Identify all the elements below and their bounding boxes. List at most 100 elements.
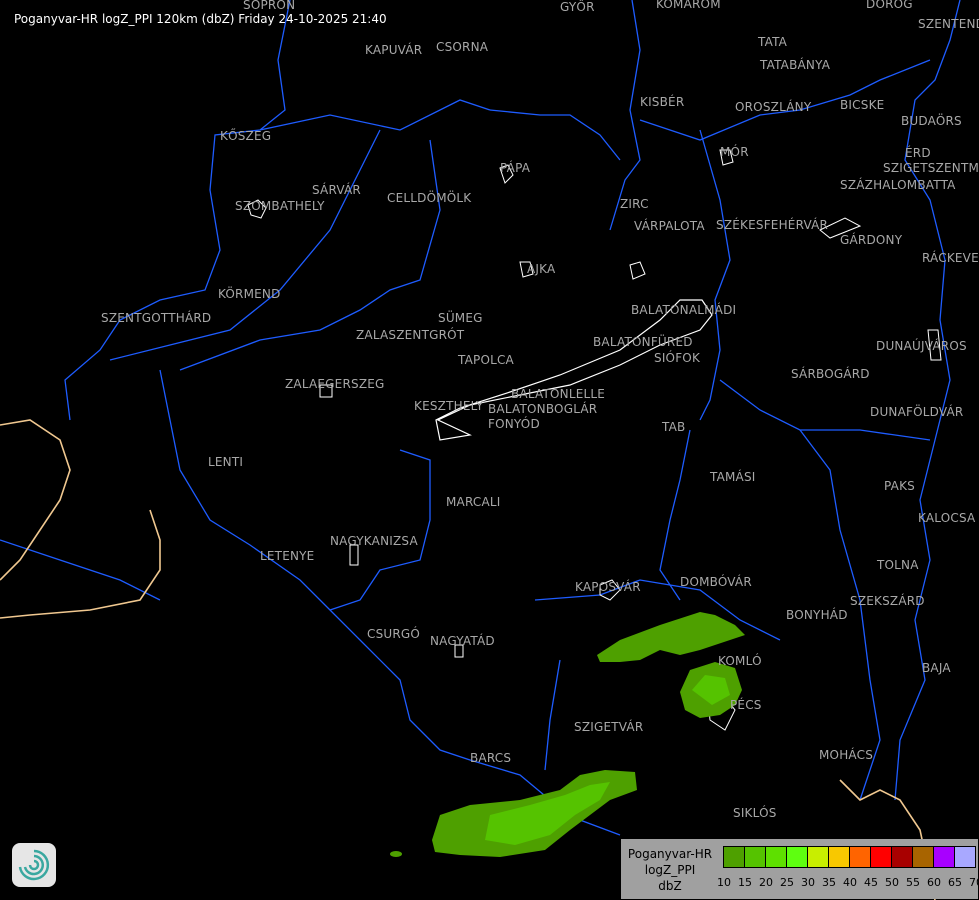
legend-color-bar bbox=[723, 846, 976, 868]
city-label: ZIRC bbox=[620, 197, 649, 211]
city-label: ZALAEGERSZEG bbox=[285, 377, 385, 391]
city-label: BONYHÁD bbox=[786, 608, 848, 622]
city-label: TOLNA bbox=[877, 558, 919, 572]
legend-tick-label: 40 bbox=[843, 876, 857, 889]
city-label: KÖRMEND bbox=[218, 287, 281, 301]
legend-swatch bbox=[766, 847, 787, 867]
city-label: SIÓFOK bbox=[654, 351, 701, 365]
city-label: BAJA bbox=[922, 661, 951, 675]
echo-cell-barcs-core bbox=[485, 782, 610, 845]
city-label: VÁRPALOTA bbox=[634, 219, 705, 233]
city-label: SZIGETVÁR bbox=[574, 720, 644, 734]
legend-swatch bbox=[787, 847, 808, 867]
city-label: BALATONFÜRED bbox=[593, 335, 693, 349]
city-label: PÉCS bbox=[730, 698, 762, 712]
city-label: SIKLÓS bbox=[733, 806, 777, 820]
city-label: SÁRBOGÁRD bbox=[791, 367, 870, 381]
city-label: SZEKSZÁRD bbox=[850, 594, 925, 608]
legend-tick-label: 15 bbox=[738, 876, 752, 889]
echo-speck bbox=[390, 851, 402, 857]
legend-tick-label: 10 bbox=[717, 876, 731, 889]
city-label: RÁCKEVE bbox=[922, 251, 979, 265]
echo-cell-dombovar bbox=[597, 612, 745, 662]
legend-tick-label: 25 bbox=[780, 876, 794, 889]
legend-tick-label: 65 bbox=[948, 876, 962, 889]
legend-tick-label: 30 bbox=[801, 876, 815, 889]
city-label: KESZTHELY bbox=[414, 399, 484, 413]
legend-swatch bbox=[724, 847, 745, 867]
city-label: ÉRD bbox=[905, 146, 931, 160]
city-label: TATA bbox=[758, 35, 788, 49]
city-label: CELLDÖMÖLK bbox=[387, 191, 472, 205]
city-label: CSORNA bbox=[436, 40, 489, 54]
settlement-outlines bbox=[247, 149, 942, 731]
swirl-icon bbox=[18, 849, 50, 881]
legend-swatch bbox=[745, 847, 766, 867]
radar-echoes bbox=[390, 612, 745, 857]
city-label: BALATONALMÁDI bbox=[631, 303, 737, 317]
city-label: MARCALI bbox=[446, 495, 501, 509]
legend-swatch bbox=[934, 847, 955, 867]
legend-tick-label: 35 bbox=[822, 876, 836, 889]
legend-tick-label: 50 bbox=[885, 876, 899, 889]
city-label: SZÁZHALOMBATTA bbox=[840, 178, 956, 192]
legend-unit: dbZ bbox=[658, 879, 682, 893]
legend-tick-label: 45 bbox=[864, 876, 878, 889]
city-label: DOMBÓVÁR bbox=[680, 575, 752, 589]
city-label: SOPRON bbox=[243, 0, 296, 12]
legend-swatch bbox=[808, 847, 829, 867]
city-label: DUNAFÖLDVÁR bbox=[870, 405, 964, 419]
radar-swirl-logo bbox=[12, 843, 56, 887]
city-label: KAPOSVÁR bbox=[575, 580, 641, 594]
city-label: GYŐR bbox=[560, 0, 595, 14]
legend-swatch bbox=[892, 847, 913, 867]
city-label: SÜMEG bbox=[438, 311, 483, 325]
city-label: BALATONLELLE bbox=[511, 387, 606, 401]
city-label: DUNAÚJVÁROS bbox=[876, 339, 967, 353]
city-label: LETENYE bbox=[260, 549, 315, 563]
city-label: BICSKE bbox=[840, 98, 885, 112]
rivers-and-boundaries bbox=[0, 0, 961, 836]
city-label: KŐSZEG bbox=[220, 129, 272, 143]
legend-product: logZ_PPI bbox=[644, 863, 696, 877]
city-label: MOHÁCS bbox=[819, 748, 874, 762]
city-label: SÁRVÁR bbox=[312, 183, 361, 197]
echo-cell-komlo-core bbox=[692, 675, 730, 705]
legend-swatch bbox=[829, 847, 850, 867]
legend-tick-label: 20 bbox=[759, 876, 773, 889]
legend-tick-label: 55 bbox=[906, 876, 920, 889]
city-label: KOMLÓ bbox=[718, 654, 762, 668]
city-label: SZENTGOTTHÁRD bbox=[101, 311, 212, 325]
city-label: TATABÁNYA bbox=[760, 58, 831, 72]
city-label: NAGYATÁD bbox=[430, 634, 495, 648]
city-label: KAPUVÁR bbox=[365, 43, 423, 57]
city-label: FONYÓD bbox=[488, 417, 540, 431]
city-label: LENTI bbox=[208, 455, 244, 469]
city-label: PAKS bbox=[884, 479, 915, 493]
legend-tick-label: 70 bbox=[969, 876, 979, 889]
city-label: DOROG bbox=[866, 0, 913, 11]
city-label: SZOMBATHELY bbox=[235, 199, 325, 213]
city-label: SZIGETSZENTMIKLÓS bbox=[883, 161, 979, 175]
city-label: OROSZLÁNY bbox=[735, 100, 812, 114]
city-label: BARCS bbox=[470, 751, 512, 765]
legend-swatch bbox=[871, 847, 892, 867]
city-label: TAPOLCA bbox=[458, 353, 514, 367]
city-label: CSURGÓ bbox=[367, 627, 421, 641]
legend-swatch bbox=[913, 847, 934, 867]
radar-title: Poganyvar-HR logZ_PPI 120km (dbZ) Friday… bbox=[14, 12, 387, 26]
city-label: NAGYKANIZSA bbox=[330, 534, 418, 548]
city-label: TAB bbox=[662, 420, 686, 434]
city-label: KISBÉR bbox=[640, 95, 685, 109]
city-label: KALOCSA bbox=[918, 511, 976, 525]
city-label: PÁPA bbox=[500, 161, 531, 175]
city-label: AJKA bbox=[527, 262, 556, 276]
city-label: GÁRDONY bbox=[840, 233, 903, 247]
city-label: SZÉKESFEHÉRVÁR bbox=[716, 218, 829, 232]
legend-radar-name: Poganyvar-HR bbox=[627, 847, 713, 861]
city-label: BALATONBOGLÁR bbox=[488, 402, 598, 416]
city-label: SZENTENDRE bbox=[918, 17, 979, 31]
legend-swatch bbox=[850, 847, 871, 867]
